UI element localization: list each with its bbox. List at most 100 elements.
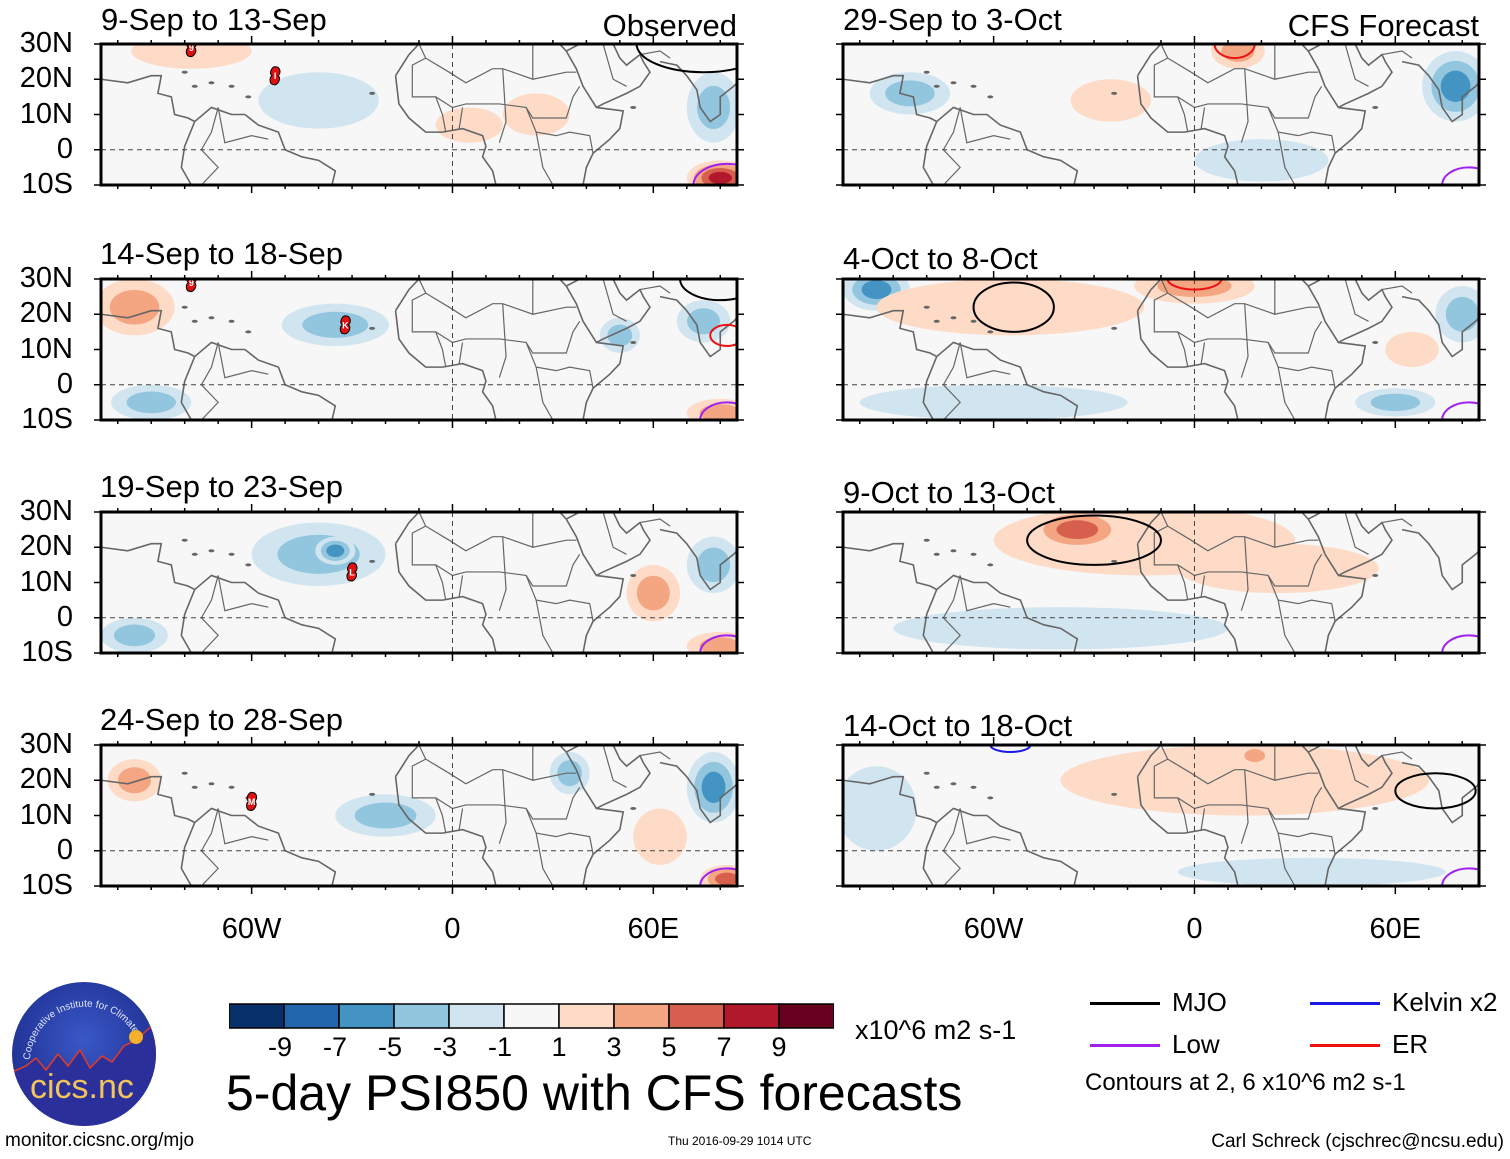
storm-icon <box>269 66 281 86</box>
island <box>987 95 994 99</box>
anomaly-shading <box>876 279 1145 336</box>
island <box>208 782 215 786</box>
coastline <box>1136 512 1162 545</box>
map-panel-4: M <box>94 737 744 894</box>
coastline <box>559 512 625 653</box>
colorbar-tick-label: 3 <box>606 1032 622 1062</box>
y-tick-label: 30N <box>19 728 73 760</box>
map-frame <box>99 510 739 655</box>
coastline <box>596 512 651 577</box>
country-border <box>435 96 447 133</box>
y-tick-label: 20N <box>19 530 73 563</box>
y-tick-label: 10S <box>21 403 73 435</box>
panel-title-8: 14-Oct to 18-Oct <box>843 708 1073 743</box>
island <box>369 792 376 796</box>
coastline <box>659 279 737 358</box>
contour-mjo <box>679 279 737 302</box>
anomaly-shading <box>1194 139 1329 182</box>
footer-credit: Carl Schreck (cjschrec@ncsu.edu) <box>1211 1131 1504 1152</box>
country-border <box>525 575 594 622</box>
x-tick-label: 60E <box>1369 913 1422 945</box>
colorbar-tick-label: 1 <box>551 1032 567 1062</box>
anomaly-shading <box>701 771 726 803</box>
footer-url: monitor.cicsnc.org/mjo <box>5 1130 195 1151</box>
colorbar-swatch <box>503 1003 560 1029</box>
country-border <box>639 518 671 527</box>
country-border <box>418 44 534 84</box>
island <box>245 330 252 334</box>
anomaly-shading <box>126 391 176 414</box>
island <box>1372 573 1379 577</box>
contour-low <box>699 634 737 653</box>
panel-title-2: 14-Sep to 18-Sep <box>100 236 344 271</box>
colorbar-tick-label: -5 <box>377 1032 402 1062</box>
legend-line-mjo <box>1090 1002 1160 1005</box>
storm-label: 9 <box>189 43 194 53</box>
island <box>1372 806 1379 810</box>
anomaly-shading <box>258 72 379 129</box>
island <box>181 771 188 775</box>
colorbar-tick-label: 9 <box>771 1032 787 1062</box>
anomaly-shading <box>1370 393 1421 412</box>
colorbar-swatch <box>338 1003 395 1029</box>
map-panel-2: 9K <box>94 271 744 428</box>
y-tick-label: 20N <box>19 297 73 330</box>
anomaly-shading <box>1385 331 1439 368</box>
contour-low <box>699 401 737 420</box>
colorbar-swatch <box>723 1003 780 1029</box>
country-border <box>1344 512 1369 555</box>
country-border <box>1153 525 1323 587</box>
storm-marker: K <box>339 315 351 335</box>
country-border <box>525 808 594 855</box>
island <box>630 105 637 109</box>
country-border <box>535 367 554 420</box>
coastline <box>394 512 420 545</box>
coastline <box>559 44 625 185</box>
coastline <box>936 106 1079 185</box>
contour-low <box>1441 867 1479 886</box>
island <box>933 319 940 323</box>
coastline <box>936 807 1079 886</box>
country-border <box>217 107 269 144</box>
storm-label: 9 <box>189 278 194 288</box>
y-tick-label: 10S <box>21 636 73 668</box>
y-tick-label: 10S <box>21 869 73 901</box>
coastline <box>194 341 337 420</box>
island <box>923 538 930 542</box>
country-border <box>535 600 554 653</box>
coastline <box>659 512 737 591</box>
forecast-header: CFS Forecast <box>1287 8 1479 43</box>
island <box>923 771 930 775</box>
country-border <box>458 342 464 364</box>
coastline <box>394 310 497 420</box>
y-tick-label: 0 <box>56 600 73 633</box>
island <box>923 305 930 309</box>
contour-er <box>709 323 737 347</box>
island <box>1111 792 1118 796</box>
anomaly-shading <box>699 404 737 420</box>
contour-er <box>1213 44 1256 60</box>
country-border <box>532 306 577 315</box>
colorbar-tick-label: -3 <box>432 1032 457 1062</box>
colorbar-units: x10^6 m2 s-1 <box>855 1015 1017 1045</box>
coastline <box>394 44 420 77</box>
x-tick-label: 60W <box>963 913 1024 945</box>
colorbar-swatch <box>778 1003 834 1029</box>
country-border <box>959 808 1011 845</box>
country-border <box>1274 772 1319 781</box>
y-tick-label: 30N <box>19 27 73 59</box>
country-border <box>959 575 1011 612</box>
map-panel-7 <box>836 504 1486 661</box>
country-border <box>1160 279 1276 319</box>
island <box>630 573 637 577</box>
y-tick-label: 20N <box>19 763 73 796</box>
island <box>228 552 235 556</box>
coastline <box>1401 512 1479 591</box>
country-border <box>418 745 534 785</box>
colorbar-tick-label: 7 <box>716 1032 732 1062</box>
country-border <box>1177 564 1189 601</box>
island <box>630 806 637 810</box>
anomaly-shading <box>843 766 917 851</box>
storm-label: L <box>349 567 355 577</box>
country-border <box>498 68 507 143</box>
